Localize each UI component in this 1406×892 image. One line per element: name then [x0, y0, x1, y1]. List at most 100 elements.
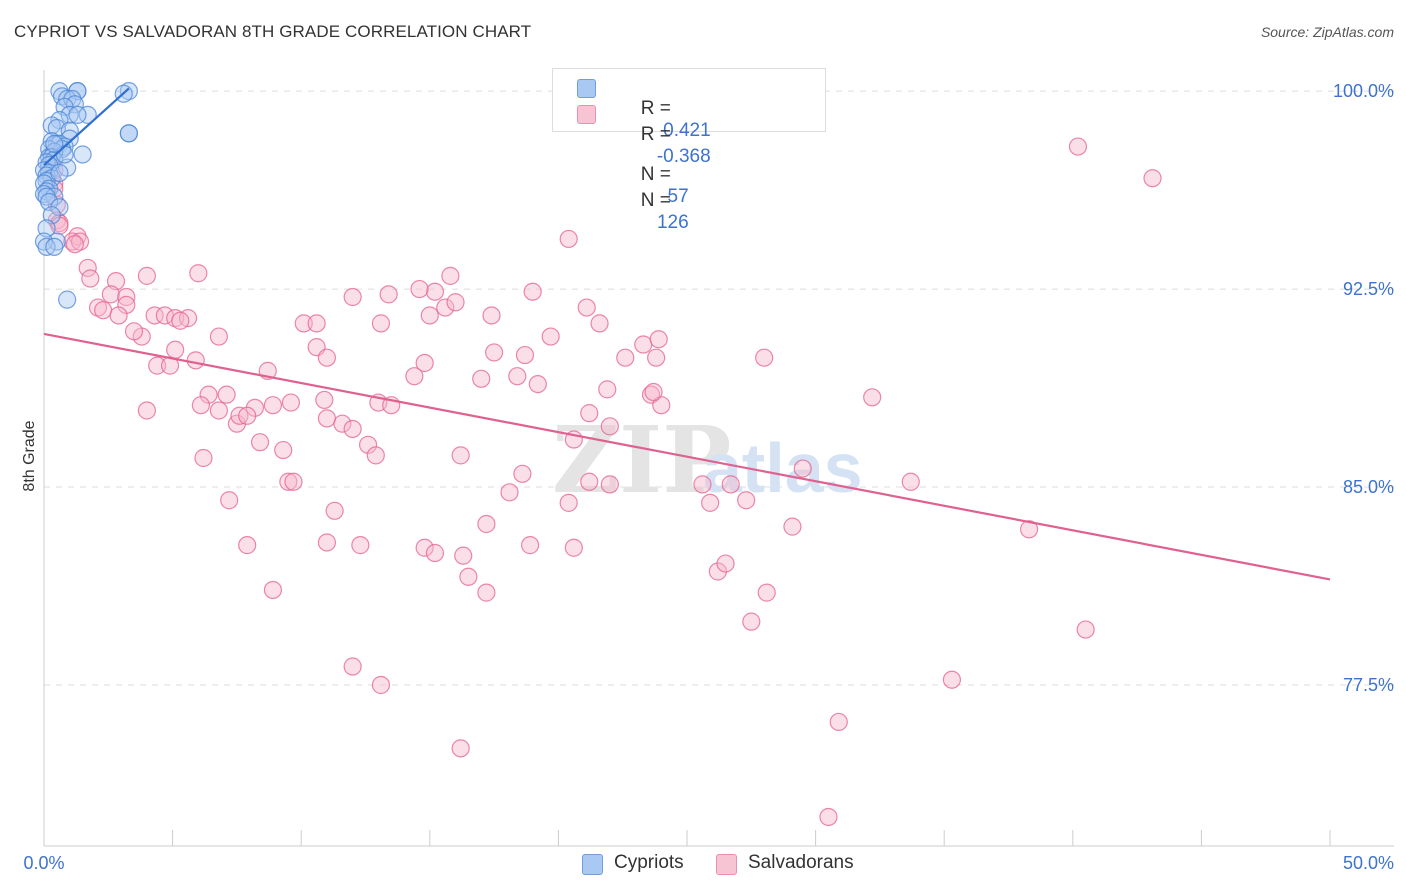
- salvadoran-point: [137, 266, 156, 285]
- salvadoran-point: [436, 298, 455, 317]
- salvadoran-point: [500, 483, 519, 502]
- salvadoran-point: [647, 348, 666, 367]
- cypriot-point: [40, 192, 59, 212]
- salvadoran-point: [415, 538, 434, 557]
- salvadoran-point: [294, 314, 313, 333]
- salvadoran-point: [148, 356, 167, 375]
- salvadoran-point: [166, 309, 185, 328]
- salvadoran-point: [209, 401, 228, 420]
- salvadoran-point: [81, 269, 100, 288]
- salvadoran-point: [1076, 620, 1095, 639]
- r-value: -0.368: [656, 146, 711, 167]
- watermark: ZIP atlas: [552, 406, 863, 514]
- trend-lines: [43, 87, 1331, 581]
- salvadoran-point: [454, 546, 473, 565]
- data-points: [34, 79, 1162, 827]
- salvadoran-point: [559, 229, 578, 249]
- salvadoran-point: [217, 385, 236, 404]
- salvadoran-point: [379, 285, 398, 304]
- salvadoran-point: [598, 380, 617, 399]
- tick-labels: 100.0% 92.5% 85.0% 77.5% 0.0% 50.0%: [23, 81, 1394, 873]
- cypriot-point: [60, 105, 79, 124]
- salvadoran-point: [274, 440, 293, 460]
- cypriot-point: [58, 290, 77, 309]
- cypriot-point: [119, 82, 138, 101]
- r-label: R =: [640, 124, 671, 145]
- salvadoran-point: [65, 235, 84, 254]
- salvadoran-point: [166, 340, 185, 359]
- salvadoran-point: [515, 345, 535, 365]
- salvadoran-point: [186, 351, 205, 370]
- salvadoran-point: [137, 401, 156, 420]
- salvadoran-point: [477, 583, 496, 602]
- salvadoran-point: [281, 393, 301, 412]
- salvadoran-point: [451, 446, 470, 465]
- salvadoran-point: [508, 367, 527, 386]
- salvadoran-point: [78, 258, 97, 278]
- salvadoran-point: [716, 554, 735, 573]
- bottom-legend-swatch-cypriots: [582, 854, 603, 875]
- salvadoran-point: [420, 306, 439, 325]
- salvadoran-point: [209, 327, 228, 346]
- salvadoran-point: [88, 298, 108, 317]
- salvadoran-point: [541, 327, 560, 346]
- cypriot-point: [73, 145, 92, 164]
- y-tick-label: 100.0%: [1333, 81, 1394, 101]
- salvadoran-point: [425, 543, 445, 563]
- salvadoran-point: [649, 330, 668, 349]
- salvadoran-point: [101, 285, 120, 304]
- salvadoran-point: [819, 807, 838, 827]
- salvadoran-point: [721, 475, 740, 494]
- cypriot-point: [45, 187, 64, 206]
- salvadoran-point: [371, 675, 391, 695]
- cypriot-point: [45, 237, 64, 256]
- salvadoran-point: [559, 493, 578, 512]
- salvadoran-point: [405, 367, 424, 386]
- cypriot-point: [45, 134, 64, 154]
- salvadoran-point: [171, 311, 190, 330]
- salvadoran-point: [250, 433, 270, 452]
- salvadoran-point: [284, 472, 303, 491]
- salvadoran-point: [238, 536, 257, 555]
- salvadoran-point: [263, 580, 283, 600]
- n-value: 126: [656, 212, 689, 233]
- x-tick-label: 0.0%: [23, 853, 64, 873]
- cypriot-point: [37, 237, 56, 256]
- salvadoran-point: [343, 287, 362, 307]
- salvadoran-point: [634, 335, 653, 354]
- salvadoran-point: [580, 472, 599, 491]
- salvadoran-point: [693, 475, 712, 494]
- cypriot-point: [78, 105, 97, 124]
- salvadoran-point: [590, 314, 609, 333]
- y-axis-label: 8th Grade: [21, 420, 38, 491]
- legend-swatch-cypriots: [577, 79, 596, 98]
- y-tick-label: 85.0%: [1343, 477, 1394, 497]
- salvadoran-point: [829, 712, 848, 732]
- salvadoran-point: [145, 306, 164, 325]
- salvadoran-point: [485, 343, 504, 362]
- salvadoran-point: [482, 306, 501, 325]
- salvadoran-point: [528, 374, 547, 394]
- salvadoran-point: [580, 404, 599, 423]
- salvadoran-point: [513, 464, 532, 483]
- salvadoran-point: [189, 264, 208, 283]
- salvadoran-point: [1068, 137, 1088, 156]
- gridlines: [44, 90, 1394, 686]
- salvadoran-point: [425, 282, 445, 301]
- salvadoran-point: [616, 348, 635, 367]
- salvadoran-point: [942, 670, 962, 689]
- salvadoran-point: [451, 739, 470, 758]
- salvadoran-point: [230, 406, 249, 425]
- n-label: N =: [640, 164, 671, 185]
- salvadoran-point: [742, 612, 761, 631]
- salvadoran-point: [1143, 169, 1162, 188]
- salvadoran-point: [415, 353, 434, 373]
- salvadoran-point: [317, 348, 337, 367]
- salvadoran-point: [194, 448, 213, 468]
- bottom-legend-label-salvadorans: Salvadorans: [748, 852, 854, 873]
- salvadoran-point: [317, 533, 337, 552]
- salvadoran-point: [279, 472, 298, 491]
- salvadoran-point: [315, 390, 334, 410]
- cypriot-trend-line: [43, 87, 130, 166]
- series-salvadorans: [42, 79, 1162, 827]
